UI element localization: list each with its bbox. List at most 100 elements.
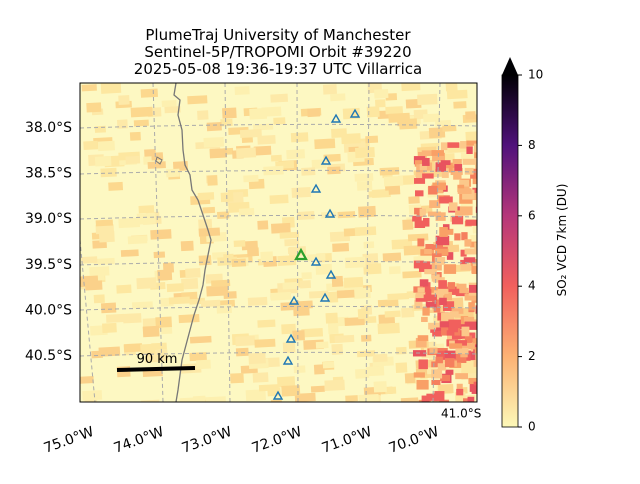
pixel	[465, 219, 477, 226]
coastline	[173, 83, 212, 402]
pixel	[155, 316, 173, 329]
pixel	[257, 220, 269, 230]
pixel	[464, 248, 477, 255]
grid-line	[80, 214, 477, 220]
pixel	[282, 341, 296, 354]
pixel	[451, 308, 464, 314]
pixel	[252, 372, 269, 383]
pixel	[453, 172, 462, 180]
pixel	[417, 287, 425, 293]
pixel	[180, 240, 194, 252]
pixel	[467, 396, 475, 402]
pixel	[377, 299, 399, 308]
pixel	[460, 264, 471, 271]
volcano	[310, 183, 322, 193]
pixel	[395, 362, 408, 374]
grid-line	[80, 351, 477, 357]
pixel	[129, 131, 141, 141]
pixel	[123, 343, 143, 353]
pixel	[445, 369, 454, 375]
pixel	[313, 364, 325, 375]
pixel	[332, 242, 350, 252]
pixel	[245, 389, 266, 402]
pixel	[80, 376, 94, 384]
pixel	[465, 131, 477, 142]
pixel	[475, 305, 477, 314]
pixel	[446, 286, 457, 295]
pixel	[440, 374, 451, 382]
pixel	[356, 350, 376, 358]
pixel	[472, 338, 477, 348]
pixel	[287, 247, 302, 255]
pixel	[459, 179, 470, 187]
colorbar-body	[501, 74, 519, 428]
pixel	[401, 83, 421, 92]
pixel	[97, 140, 115, 152]
pixel	[301, 272, 312, 280]
volcano	[285, 333, 297, 343]
lon-label: 71.0°W	[320, 424, 374, 457]
pixel	[354, 147, 375, 159]
pixel	[479, 212, 485, 221]
volcano	[288, 295, 300, 305]
pixel	[373, 381, 387, 393]
pixel	[415, 190, 424, 197]
pixel	[417, 238, 425, 247]
pixel	[480, 261, 488, 270]
pixel	[441, 312, 455, 323]
pixel	[460, 249, 467, 257]
pixel	[230, 372, 244, 384]
pixel	[358, 205, 376, 218]
pixel	[197, 110, 209, 121]
pixel	[249, 107, 268, 120]
pixel	[133, 119, 149, 127]
pixel	[120, 249, 139, 257]
pixel	[460, 351, 468, 358]
pixel	[424, 247, 432, 254]
pixel	[455, 347, 469, 354]
pixel	[426, 393, 438, 401]
colorbar-extend	[502, 57, 518, 75]
pixel	[385, 93, 398, 101]
pixel	[98, 346, 121, 357]
pixel	[260, 251, 274, 262]
pixel	[468, 284, 477, 293]
pixel	[424, 294, 437, 302]
pixel	[93, 294, 105, 304]
pixel	[443, 264, 457, 274]
so2-pixels	[80, 83, 496, 402]
pixel	[477, 335, 488, 341]
pixel	[164, 106, 181, 114]
pixel	[425, 243, 434, 249]
pixel	[431, 150, 445, 156]
pixel	[270, 154, 282, 162]
pixel	[142, 325, 160, 338]
pixel	[441, 326, 449, 336]
lat-label: 38.0°S	[25, 120, 72, 136]
pixel	[462, 343, 475, 350]
pixel	[419, 164, 427, 170]
graticule	[80, 83, 477, 402]
pixel	[127, 235, 148, 245]
grid-line	[80, 260, 477, 266]
pixel	[429, 347, 438, 354]
pixel	[464, 239, 472, 247]
pixel	[482, 198, 493, 206]
pixel	[395, 346, 407, 355]
pixel	[448, 319, 461, 329]
pixel	[401, 307, 415, 318]
pixel	[258, 384, 279, 392]
pixel	[343, 276, 364, 288]
pixel	[412, 215, 422, 222]
pixel	[468, 377, 477, 385]
pixel	[357, 308, 369, 320]
pixel	[247, 296, 268, 306]
pixel	[400, 397, 419, 402]
pixel	[482, 278, 496, 286]
pixel	[282, 281, 299, 290]
pixel	[461, 232, 468, 241]
pixel	[464, 335, 473, 343]
pixel	[138, 205, 155, 214]
volcano	[324, 208, 336, 218]
pixel	[325, 312, 338, 324]
